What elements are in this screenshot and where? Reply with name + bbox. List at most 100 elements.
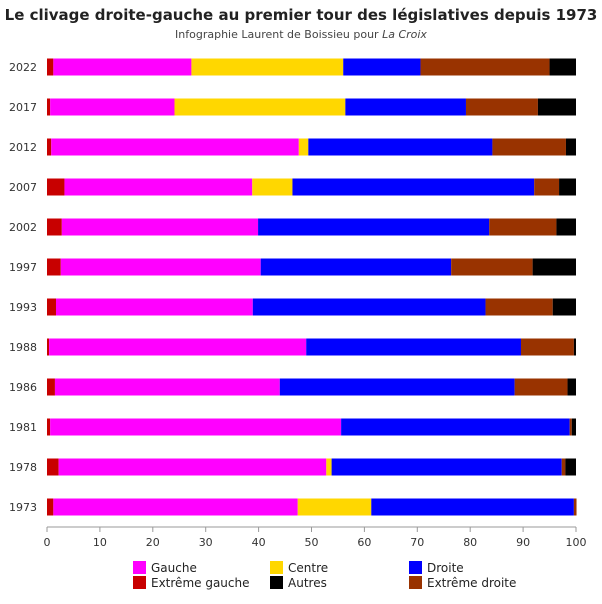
bar-segment-2017-3 bbox=[345, 98, 466, 116]
x-tick-label-10: 10 bbox=[93, 536, 107, 549]
bar-segment-1981-1 bbox=[50, 418, 342, 436]
x-tick-label-90: 90 bbox=[516, 536, 530, 549]
legend-swatch-gauche bbox=[133, 561, 146, 574]
bar-segment-1978-3 bbox=[331, 458, 562, 476]
bar-segment-2012-0 bbox=[47, 138, 52, 156]
bar-segment-1993-3 bbox=[252, 298, 486, 316]
bar-segment-1988-1 bbox=[49, 338, 307, 356]
legend-label-centre: Centre bbox=[288, 561, 328, 575]
legend-swatch-extrême-gauche bbox=[133, 576, 146, 589]
bar-segment-2012-2 bbox=[298, 138, 309, 156]
bar-segment-1986-5 bbox=[567, 378, 576, 396]
legend-swatch-centre bbox=[270, 561, 283, 574]
y-tick-label-2017: 2017 bbox=[9, 101, 37, 114]
bar-segment-2017-1 bbox=[50, 98, 175, 116]
bar-segment-2007-3 bbox=[292, 178, 535, 196]
bar-segment-2017-2 bbox=[174, 98, 346, 116]
bar-segment-1993-0 bbox=[47, 298, 56, 316]
subtitle-credit: Infographie Laurent de Boissieu pour bbox=[175, 28, 383, 41]
bar-segment-1973-2 bbox=[297, 498, 372, 516]
bar-segment-1997-5 bbox=[532, 258, 576, 276]
bar-segment-2007-5 bbox=[559, 178, 576, 196]
bar-segment-2002-0 bbox=[47, 218, 62, 236]
x-tick-label-60: 60 bbox=[357, 536, 371, 549]
legend-label-autres: Autres bbox=[288, 576, 327, 590]
legend-swatch-droite bbox=[409, 561, 422, 574]
y-tick-label-1988: 1988 bbox=[9, 341, 37, 354]
bar-segment-1973-4 bbox=[573, 498, 577, 516]
y-tick-label-2012: 2012 bbox=[9, 141, 37, 154]
bar-segment-2012-4 bbox=[492, 138, 566, 156]
x-tick-label-50: 50 bbox=[305, 536, 319, 549]
y-tick-label-1973: 1973 bbox=[9, 501, 37, 514]
y-tick-label-2007: 2007 bbox=[9, 181, 37, 194]
bar-segment-1988-5 bbox=[573, 338, 576, 356]
x-tick-label-80: 80 bbox=[463, 536, 477, 549]
y-tick-label-1978: 1978 bbox=[9, 461, 37, 474]
bar-segment-1997-1 bbox=[60, 258, 261, 276]
bar-segment-1997-0 bbox=[47, 258, 61, 276]
bar-segment-1978-4 bbox=[561, 458, 566, 476]
bar-segment-2022-3 bbox=[343, 58, 421, 76]
bar-segment-1981-0 bbox=[47, 418, 51, 436]
bar-segment-1988-4 bbox=[520, 338, 574, 356]
bar-segment-2007-4 bbox=[534, 178, 560, 196]
bar-segment-1981-3 bbox=[341, 418, 570, 436]
bar-segment-1981-5 bbox=[571, 418, 576, 436]
chart-title: Le clivage droite-gauche au premier tour… bbox=[4, 6, 598, 24]
bar-segment-2022-4 bbox=[420, 58, 550, 76]
bar-segment-1978-1 bbox=[58, 458, 327, 476]
y-tick-label-1993: 1993 bbox=[9, 301, 37, 314]
y-tick-label-2002: 2002 bbox=[9, 221, 37, 234]
bar-segment-2007-1 bbox=[64, 178, 253, 196]
bar-segment-2002-3 bbox=[258, 218, 490, 236]
bar-segment-2007-2 bbox=[252, 178, 293, 196]
bar-segment-2012-3 bbox=[308, 138, 493, 156]
bar-segment-1973-0 bbox=[47, 498, 54, 516]
bar-segment-2017-0 bbox=[47, 98, 51, 116]
x-tick-label-30: 30 bbox=[199, 536, 213, 549]
legend-label-extrême-droite: Extrême droite bbox=[427, 576, 516, 590]
bar-segment-1997-4 bbox=[451, 258, 533, 276]
x-tick-label-100: 100 bbox=[566, 536, 587, 549]
legend-label-extrême-gauche: Extrême gauche bbox=[151, 576, 250, 590]
subtitle-publication: La Croix bbox=[382, 28, 427, 41]
bar-segment-2007-0 bbox=[47, 178, 65, 196]
bar-segment-1988-3 bbox=[306, 338, 521, 356]
bar-segment-1973-1 bbox=[53, 498, 298, 516]
bar-segment-2022-1 bbox=[53, 58, 192, 76]
bar-segment-2022-5 bbox=[549, 58, 576, 76]
bar-segment-2002-1 bbox=[61, 218, 259, 236]
chart-subtitle: Infographie Laurent de Boissieu pour La … bbox=[0, 28, 602, 41]
x-tick-label-70: 70 bbox=[410, 536, 424, 549]
bar-segment-2022-2 bbox=[191, 58, 344, 76]
y-tick-label-2022: 2022 bbox=[9, 61, 37, 74]
bar-segment-2012-1 bbox=[51, 138, 299, 156]
x-tick-label-40: 40 bbox=[252, 536, 266, 549]
bar-segment-1988-0 bbox=[47, 338, 50, 356]
y-tick-label-1997: 1997 bbox=[9, 261, 37, 274]
bar-segment-2002-4 bbox=[489, 218, 557, 236]
legend-label-gauche: Gauche bbox=[151, 561, 197, 575]
bar-segment-1986-0 bbox=[47, 378, 55, 396]
bar-segment-2022-0 bbox=[47, 58, 54, 76]
bar-segment-1973-3 bbox=[371, 498, 574, 516]
bar-segment-1986-4 bbox=[514, 378, 568, 396]
y-tick-label-1986: 1986 bbox=[9, 381, 37, 394]
bar-segment-1978-0 bbox=[47, 458, 59, 476]
bar-segment-1993-4 bbox=[485, 298, 553, 316]
legend-label-droite: Droite bbox=[427, 561, 464, 575]
bar-segment-1993-1 bbox=[55, 298, 253, 316]
bar-segment-2012-5 bbox=[565, 138, 576, 156]
x-tick-label-20: 20 bbox=[146, 536, 160, 549]
bar-segment-1997-3 bbox=[260, 258, 452, 276]
bar-segment-2017-5 bbox=[537, 98, 576, 116]
bar-segment-2002-5 bbox=[556, 218, 576, 236]
bar-segment-1986-3 bbox=[279, 378, 515, 396]
legend-swatch-autres bbox=[270, 576, 283, 589]
bar-segment-1978-2 bbox=[326, 458, 332, 476]
bar-segment-1986-1 bbox=[54, 378, 280, 396]
bar-segment-1978-5 bbox=[565, 458, 576, 476]
